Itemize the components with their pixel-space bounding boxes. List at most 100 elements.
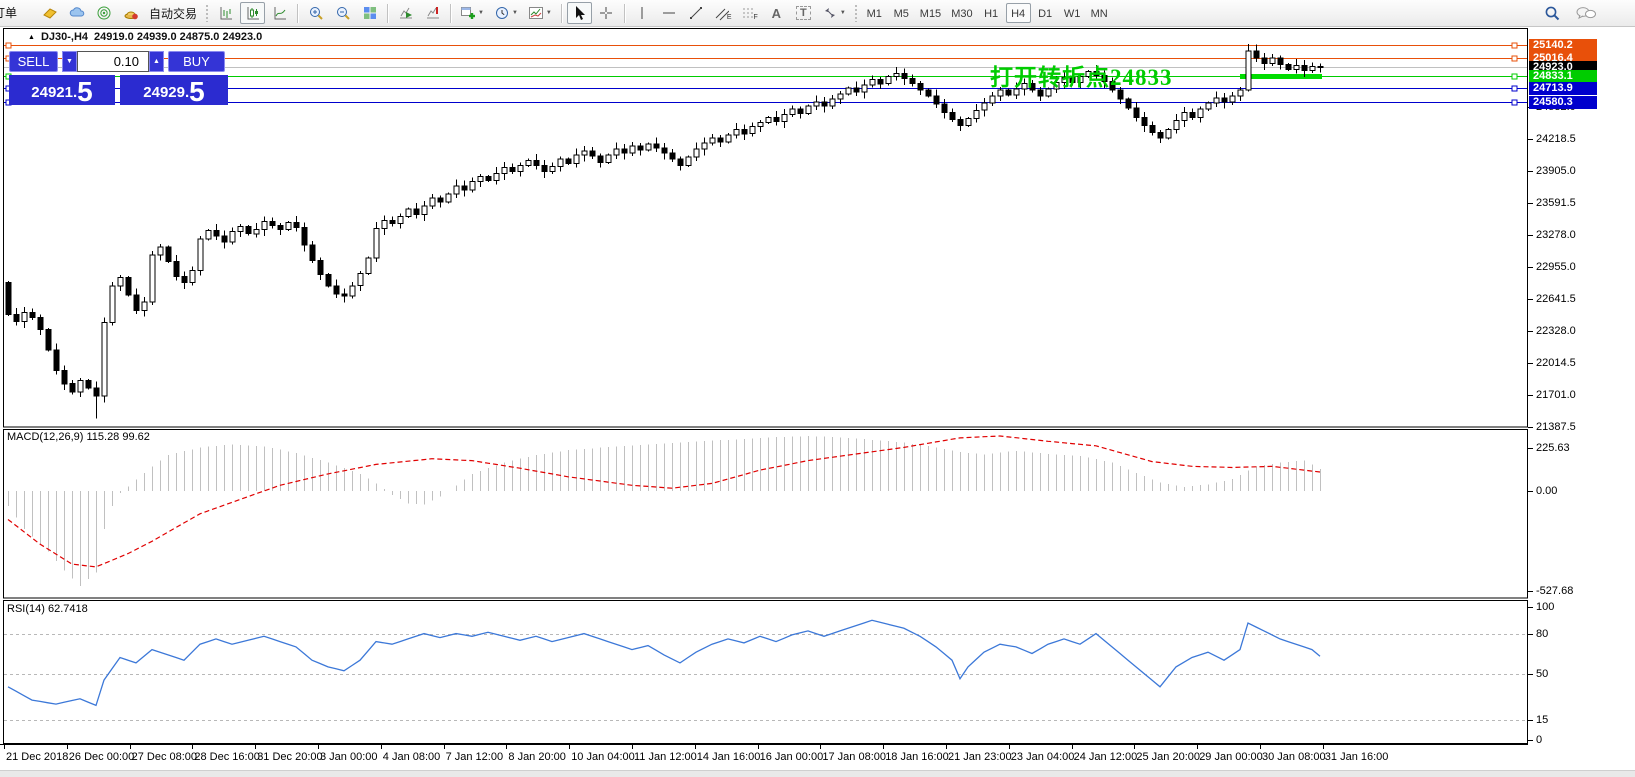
- time-tick-mark: [820, 745, 822, 749]
- period-button[interactable]: ▼: [490, 2, 522, 24]
- caret-icon: ▼: [545, 10, 552, 16]
- time-tick-mark: [569, 745, 571, 749]
- text-label-button[interactable]: T: [791, 2, 816, 24]
- line-chart-button[interactable]: [267, 2, 292, 24]
- zoom-in-button[interactable]: [303, 2, 328, 24]
- scale-tick-mark: [1528, 139, 1533, 140]
- lot-increase-button[interactable]: ▲: [149, 51, 164, 72]
- horizontal-line-button[interactable]: [657, 2, 682, 24]
- trendline-icon: [690, 7, 703, 19]
- time-tick-mark: [1322, 745, 1324, 749]
- tile-windows-button[interactable]: [357, 2, 382, 24]
- time-tick-mark: [757, 745, 759, 749]
- timeframe-M30[interactable]: M30: [951, 8, 973, 20]
- time-tick-label: 18 Jan 16:00: [885, 751, 949, 763]
- new-order-label: 订单: [0, 6, 18, 20]
- window-bottom-edge: [0, 770, 1635, 777]
- scale-tick-mark: [1528, 607, 1533, 608]
- timeframe-M15[interactable]: M15: [919, 8, 942, 20]
- time-tick-mark: [1134, 745, 1136, 749]
- chart-shift-button[interactable]: [420, 2, 445, 24]
- price-line-flag: 24580.3: [1529, 95, 1597, 109]
- price-tick-label: 80: [1536, 628, 1549, 640]
- time-tick-label: 4 Jan 08:00: [382, 751, 441, 763]
- timeframe-M5[interactable]: M5: [893, 8, 909, 20]
- cursor-button[interactable]: [566, 2, 592, 24]
- macd-label: MACD(12,26,9) 115.28 99.62: [7, 431, 150, 443]
- search-icon[interactable]: [1544, 5, 1561, 22]
- price-scale[interactable]: 24532.024218.523905.023591.523278.022955…: [1528, 28, 1635, 770]
- market-button[interactable]: [118, 2, 143, 24]
- timeframe-MN[interactable]: MN: [1090, 8, 1108, 20]
- time-tick-label: 26 Dec 00:00: [68, 751, 135, 763]
- time-tick-label: 7 Jan 12:00: [445, 751, 504, 763]
- channel-button[interactable]: E: [711, 2, 736, 24]
- price-tick-label: 22014.5: [1536, 357, 1576, 369]
- macd-signal-line: [7, 435, 1321, 568]
- candlestick-chart-button[interactable]: [240, 2, 266, 24]
- cursor-icon: [576, 6, 586, 20]
- text-label-icon: T: [795, 6, 811, 20]
- chat-icon[interactable]: [1575, 5, 1597, 21]
- buy-button[interactable]: BUY: [168, 51, 225, 72]
- time-tick-label: 11 Jan 12:00: [634, 751, 697, 763]
- toolbar-grip: [205, 4, 210, 22]
- time-tick-mark: [255, 745, 257, 749]
- vertical-line-button[interactable]: [630, 2, 655, 24]
- trendline-button[interactable]: [684, 2, 709, 24]
- lot-decrease-button[interactable]: ▼: [62, 51, 77, 72]
- scale-tick-mark: [1528, 235, 1533, 236]
- toolbar-separator: [623, 3, 625, 23]
- metaeditor-button[interactable]: [37, 2, 62, 24]
- signals-button[interactable]: [91, 2, 116, 24]
- crosshair-button[interactable]: [594, 2, 619, 24]
- time-tick-label: 8 Jan 20:00: [508, 751, 566, 763]
- zoom-out-button[interactable]: [330, 2, 355, 24]
- fibonacci-button[interactable]: F: [738, 2, 762, 24]
- scale-tick-mark: [1528, 591, 1533, 592]
- ohlc-values: 24919.0 24939.0 24875.0 24923.0: [94, 31, 263, 43]
- chart-dropdown-marker-icon: ▲: [28, 33, 35, 41]
- bar-chart-button[interactable]: [213, 2, 238, 24]
- time-tick-mark: [318, 745, 319, 749]
- buy-price-display[interactable]: 24929. 5: [120, 75, 228, 106]
- template-button[interactable]: ▼: [524, 2, 556, 24]
- scale-tick-mark: [1528, 363, 1533, 364]
- price-tick-label: 22328.0: [1536, 325, 1576, 337]
- time-tick-mark: [694, 745, 696, 749]
- autotrading-label: 自动交易: [149, 6, 198, 21]
- zoom-in-icon: [309, 7, 323, 20]
- scale-tick-mark: [1528, 267, 1533, 268]
- lot-size-input[interactable]: 0.10: [77, 51, 149, 72]
- time-tick-label: 16 Jan 00:00: [759, 751, 824, 763]
- time-tick-label: 24 Jan 12:00: [1073, 751, 1138, 763]
- timeframe-M1[interactable]: M1: [866, 8, 882, 20]
- auto-scroll-button[interactable]: [393, 2, 418, 24]
- time-tick-label: 10 Jan 04:00: [571, 751, 635, 763]
- bar-chart-icon: [220, 7, 232, 20]
- text-tool-button[interactable]: A: [764, 2, 789, 24]
- sell-button[interactable]: SELL: [9, 51, 58, 72]
- autotrading-button[interactable]: 自动交易: [145, 2, 201, 24]
- price-line-flag: 24713.9: [1529, 81, 1597, 95]
- price-tick-label: 22641.5: [1536, 293, 1576, 305]
- market-watch-button[interactable]: [64, 2, 89, 24]
- candlestick-chart-icon: [247, 7, 259, 20]
- time-tick-label: 25 Jan 20:00: [1136, 751, 1201, 763]
- timeframe-D1[interactable]: D1: [1038, 8, 1053, 20]
- add-indicator-button[interactable]: ▼: [456, 2, 488, 24]
- sell-price-display[interactable]: 24921. 5: [9, 75, 115, 106]
- timeframe-H4[interactable]: H4: [1005, 3, 1031, 23]
- price-tick-label: 15: [1536, 714, 1549, 726]
- timeframe-W1[interactable]: W1: [1063, 8, 1081, 20]
- time-scale[interactable]: 21 Dec 2018 26 Dec 00:00 27 Dec 08:00 28 De…: [0, 744, 1635, 770]
- timeframe-H1[interactable]: H1: [984, 8, 999, 20]
- time-tick-label: 14 Jan 16:00: [696, 751, 761, 763]
- time-tick-mark: [1197, 745, 1199, 749]
- arrows-button[interactable]: ▼: [818, 2, 850, 24]
- toolbar-separator: [450, 3, 452, 23]
- candlestick-series: [5, 43, 1324, 419]
- new-order-button[interactable]: 订单: [0, 4, 32, 22]
- price-chart-canvas[interactable]: [0, 28, 1635, 770]
